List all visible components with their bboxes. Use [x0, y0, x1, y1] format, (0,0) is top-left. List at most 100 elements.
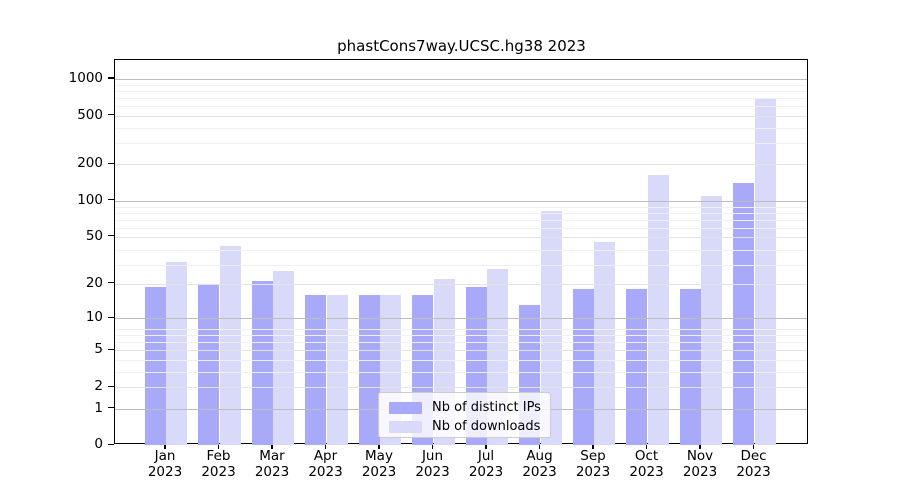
legend-swatch-distinct-ips: [389, 401, 422, 414]
x-tick-label: Jul 2023: [468, 448, 504, 480]
x-tick-mark: [699, 444, 701, 449]
x-tick-label: May 2023: [361, 448, 397, 480]
gridline: [115, 283, 808, 285]
x-tick-label: Oct 2023: [629, 448, 664, 480]
y-tick-label: 10: [85, 309, 103, 326]
x-tick-mark: [485, 444, 487, 449]
y-tick-mark: [108, 443, 114, 445]
gridline: [115, 350, 808, 352]
gridline: [115, 213, 808, 214]
gridline: [115, 335, 808, 337]
gridline: [115, 228, 808, 230]
bar-downloads: [754, 97, 776, 446]
y-tick-label: 200: [77, 155, 103, 172]
x-tick-mark: [378, 444, 380, 449]
bar-downloads: [647, 174, 669, 446]
bar-downloads: [540, 211, 562, 446]
x-tick-mark: [592, 444, 594, 449]
y-tick-label: 0: [94, 436, 103, 453]
gridline: [115, 127, 808, 129]
y-tick-mark: [108, 77, 114, 79]
gridline: [115, 249, 808, 251]
x-tick-mark: [324, 444, 327, 449]
x-tick-label: Apr 2023: [308, 448, 343, 480]
y-tick-label: 20: [85, 274, 103, 291]
plot-area: [114, 59, 809, 446]
y-tick-label: 1: [94, 399, 103, 416]
x-tick-mark: [752, 444, 755, 449]
bar-distinct-ips: [679, 289, 701, 446]
gridline: [115, 115, 808, 117]
chart-title: phastCons7way.UCSC.hg38 2023: [337, 37, 586, 55]
y-tick-mark: [108, 407, 114, 409]
gridline: [115, 371, 808, 373]
gridline: [115, 142, 808, 144]
x-tick-mark: [645, 444, 648, 449]
gridline: [115, 206, 808, 208]
bar-distinct-ips: [358, 295, 380, 446]
bar-distinct-ips: [572, 289, 594, 446]
y-tick-label: 5: [94, 341, 103, 358]
bar-distinct-ips: [198, 283, 220, 446]
gridline: [115, 84, 808, 86]
x-tick-mark: [271, 444, 273, 449]
y-tick-label: 100: [77, 191, 103, 208]
x-tick-label: Mar 2023: [254, 448, 290, 480]
gridline: [115, 98, 808, 99]
gridline: [115, 79, 808, 81]
y-tick-label: 1000: [68, 70, 103, 86]
bar-downloads: [594, 242, 616, 446]
x-tick-mark: [538, 444, 541, 449]
legend-item-downloads: Nb of downloads: [389, 417, 542, 436]
x-tick-label: Nov 2023: [682, 448, 718, 480]
legend-label-downloads: Nb of downloads: [432, 418, 541, 434]
gridline: [115, 220, 808, 222]
gridline: [115, 164, 808, 166]
bar-downloads: [273, 270, 295, 446]
bar-downloads: [701, 195, 723, 446]
y-tick-mark: [108, 162, 114, 164]
y-tick-mark: [108, 114, 114, 116]
gridline: [115, 236, 808, 238]
x-tick-label: Feb 2023: [201, 448, 236, 480]
y-tick-mark: [108, 282, 114, 284]
y-tick-mark: [108, 385, 114, 387]
gridline: [115, 328, 808, 330]
gridline: [115, 318, 808, 320]
gridline: [115, 265, 808, 266]
x-tick-label: Jan 2023: [147, 448, 183, 480]
gridline: [115, 106, 808, 108]
bar-distinct-ips: [144, 286, 166, 446]
legend: Nb of distinct IPs Nb of downloads: [378, 392, 551, 438]
x-tick-label: Dec 2023: [736, 448, 771, 480]
bar-downloads: [326, 295, 348, 446]
y-tick-mark: [108, 348, 114, 350]
y-tick-label: 2: [94, 378, 103, 395]
x-tick-label: Jun 2023: [415, 448, 450, 480]
gridline: [115, 90, 808, 92]
bar-distinct-ips: [251, 281, 273, 446]
x-tick-label: Aug 2023: [522, 448, 557, 480]
gridline: [115, 387, 808, 389]
y-tick-label: 50: [85, 227, 103, 244]
gridline: [115, 360, 808, 361]
x-tick-mark: [217, 444, 220, 449]
y-tick-mark: [108, 316, 114, 318]
legend-swatch-downloads: [389, 420, 422, 433]
bar-distinct-ips: [733, 182, 755, 446]
bar-distinct-ips: [305, 295, 327, 446]
bar-downloads: [219, 245, 241, 446]
x-tick-mark: [431, 444, 434, 449]
y-tick-label: 500: [77, 106, 103, 123]
x-tick-mark: [164, 444, 166, 449]
legend-label-distinct-ips: Nb of distinct IPs: [432, 399, 541, 415]
legend-item-distinct-ips: Nb of distinct IPs: [389, 398, 542, 417]
x-tick-label: Sep 2023: [575, 448, 611, 480]
y-tick-mark: [108, 235, 114, 237]
gridline: [115, 200, 808, 202]
bar-distinct-ips: [626, 289, 648, 446]
gridline: [115, 342, 808, 344]
bar-downloads: [166, 261, 188, 446]
y-tick-mark: [108, 199, 114, 201]
